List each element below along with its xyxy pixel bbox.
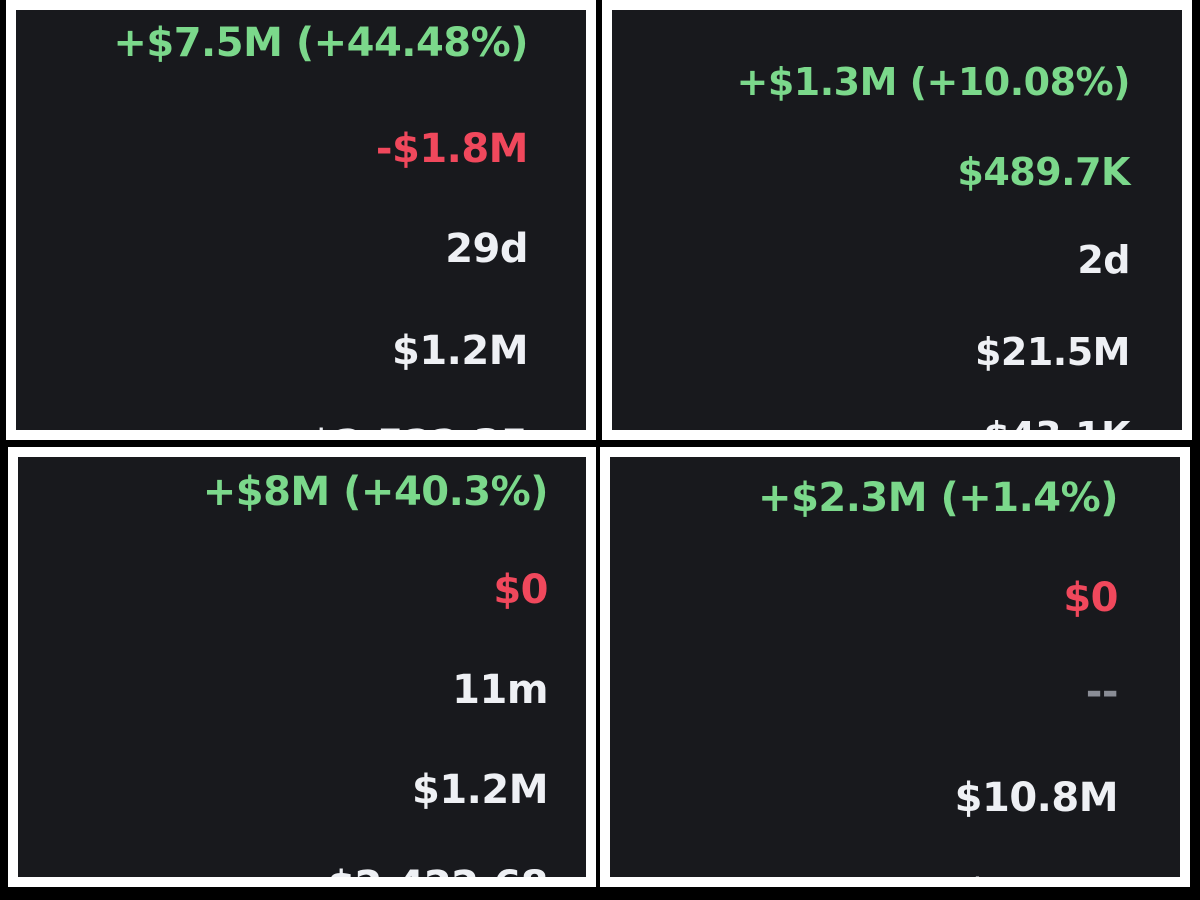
change-value: -$1.8M (375, 126, 529, 172)
volume-value: $10.8M (954, 775, 1119, 821)
stats-panel-top-left: +$7.5M (+44.48%) -$1.8M 29d $1.2M $2,522… (6, 0, 596, 440)
age-value: 11m (452, 667, 548, 713)
stats-panel-bottom-left: +$8M (+40.3%) $0 11m $1.2M $2,422.68 (8, 447, 596, 887)
volume-value: $1.2M (412, 767, 549, 813)
pnl-value: +$8M (+40.3%) (202, 469, 549, 515)
truncated-value: $2,422.68 (327, 863, 548, 887)
stats-panel-bottom-right: +$2.3M (+1.4%) $0 -- $10.8M $32.7K (600, 447, 1190, 887)
volume-value: $1.2M (392, 328, 529, 374)
truncated-value: $32.7K (963, 871, 1118, 877)
age-value: 2d (1077, 238, 1130, 282)
pnl-value: +$2.3M (+1.4%) (758, 475, 1118, 521)
age-value: 29d (445, 226, 528, 272)
stats-panel-top-right: +$1.3M (+10.08%) $489.7K 2d $21.5M $43.1… (602, 0, 1192, 440)
change-value: $0 (1063, 575, 1118, 621)
pnl-value: +$1.3M (+10.08%) (736, 60, 1131, 104)
truncated-value: $43.1K (983, 414, 1130, 440)
change-value: $489.7K (957, 150, 1130, 194)
volume-value: $21.5M (974, 330, 1131, 374)
truncated-value: $2,522.35 (307, 422, 528, 430)
age-value: -- (1085, 669, 1119, 715)
pnl-value: +$7.5M (+44.48%) (113, 20, 528, 66)
change-value: $0 (493, 567, 548, 613)
